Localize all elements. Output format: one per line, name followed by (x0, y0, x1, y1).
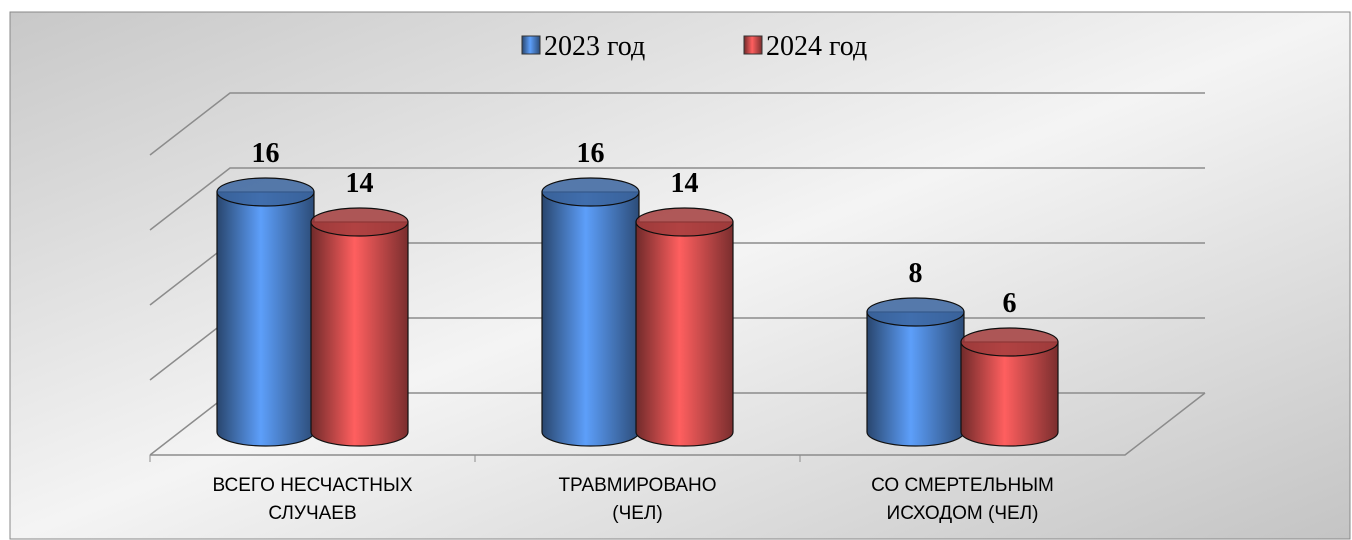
bar (866, 297, 965, 447)
grid-line (149, 167, 1205, 231)
bar-top (866, 297, 965, 327)
bar-body (541, 191, 640, 447)
bar-body (960, 341, 1059, 447)
value-label: 14 (346, 168, 374, 199)
legend-label: 2024 год (766, 31, 867, 62)
bar-top (216, 177, 315, 207)
legend-swatch (743, 35, 763, 55)
x-tick-label: ТРАВМИРОВАНО (ЧЕЛ) (558, 475, 717, 524)
value-label: 16 (252, 138, 280, 169)
bar-body (310, 221, 409, 447)
bar-body (635, 221, 734, 447)
bar-body (866, 311, 965, 447)
bar-top (960, 327, 1059, 357)
bar (541, 177, 640, 447)
bar-top (541, 177, 640, 207)
legend-label: 2023 год (544, 31, 645, 62)
bar (635, 207, 734, 447)
grid-line (149, 92, 1205, 156)
value-label: 6 (1003, 288, 1017, 319)
x-tick-label: ВСЕГО НЕСЧАСТНЫХ СЛУЧАЕВ (212, 475, 413, 524)
bar-top (310, 207, 409, 237)
value-label: 14 (671, 168, 699, 199)
value-label: 16 (577, 138, 605, 169)
bar (960, 327, 1059, 447)
bar (216, 177, 315, 447)
legend-swatch (521, 35, 541, 55)
x-tick-label: СО СМЕРТЕЛЬНЫМ ИСХОДОМ (ЧЕЛ) (871, 475, 1054, 524)
bar (310, 207, 409, 447)
value-label: 8 (909, 258, 923, 289)
bar-body (216, 191, 315, 447)
bar-top (635, 207, 734, 237)
